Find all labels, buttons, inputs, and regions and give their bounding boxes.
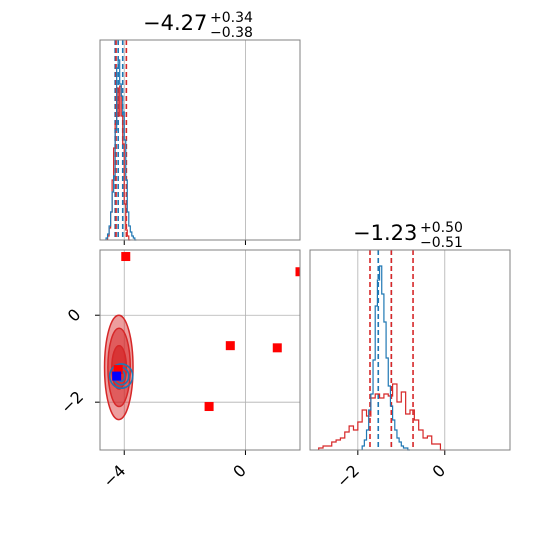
panel-frame (99, 249, 301, 451)
x-tick-label: −4 (99, 461, 129, 491)
title-param-1: −4.27 +0.34 −0.38 (143, 10, 253, 41)
title-sup: +0.34 (210, 10, 253, 26)
marginal-hist-param-2 (309, 249, 511, 455)
x-tick-label: 0 (229, 461, 250, 482)
title-sub: −0.51 (420, 235, 463, 251)
y-tick-label: 0 (64, 305, 85, 326)
marginal-hist-param-1 (99, 39, 301, 245)
title-sub: −0.38 (210, 25, 253, 41)
title-param-2: −1.23 +0.50 −0.51 (353, 220, 463, 251)
panel-frame (99, 39, 301, 241)
red-square-marker (272, 343, 282, 353)
x-tick-labels-param-1: −4 0 (99, 461, 250, 491)
histogram-red (318, 383, 445, 451)
histogram-blue (105, 59, 137, 241)
title-main: −4.27 (143, 11, 207, 35)
y-tick-labels: 0 −2 (57, 305, 87, 417)
red-square-marker (121, 252, 131, 262)
blue-square-marker (112, 371, 122, 381)
panel-frame (309, 249, 511, 451)
contour-blue (108, 363, 134, 390)
red-square-marker (225, 341, 235, 351)
x-tick-label: 0 (429, 461, 450, 482)
title-sup: +0.50 (420, 220, 463, 236)
joint-contour-panel (95, 249, 301, 455)
red-square-marker (295, 267, 300, 277)
title-main: −1.23 (353, 221, 417, 245)
joint-plot-area (100, 250, 300, 450)
red-square-marker (113, 365, 123, 375)
x-tick-label: −2 (333, 461, 363, 491)
x-tick-labels-param-2: −2 0 (333, 461, 449, 491)
red-square-marker (204, 402, 214, 412)
y-tick-label: −2 (57, 387, 87, 417)
histogram-blue (361, 265, 410, 451)
